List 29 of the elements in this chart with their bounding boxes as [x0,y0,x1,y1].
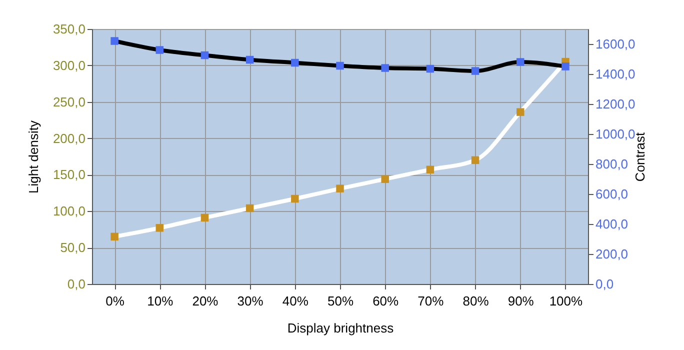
y-axis-title: Light density [26,120,41,194]
x-tick-label: 10% [147,294,174,308]
y2-tick-label: 1600,0 [596,36,636,52]
x-tick-label: 60% [372,294,400,308]
y2-tick-label: 600,0 [596,186,628,202]
x-tick-label: 70% [418,294,444,308]
y-tick-label: 300,0 [52,58,86,73]
y-tick-label: 250,0 [52,94,86,110]
y2-tick-label: 1400,0 [596,66,636,82]
x-tick-label: 80% [462,294,490,308]
y-tick-label: 0,0 [67,276,86,292]
y2-tick-label: 400,0 [596,216,628,232]
x-axis-title: Display brightness [287,320,394,336]
y-tick-label: 100,0 [52,204,86,219]
x-tick-label: 20% [192,294,219,308]
y2-tick-label: 200,0 [596,246,628,262]
x-tick-label: 0% [106,294,125,308]
y-tick-label: 150,0 [52,167,86,182]
y2-tick-label: 1200,0 [596,96,636,112]
x-tick-label: 100% [549,294,584,308]
x-tick-label: 50% [327,294,354,308]
y-tick-label: 350,0 [52,22,86,36]
x-tick-label: 40% [282,294,309,308]
y2-tick-label: 800,0 [596,156,628,172]
x-tick-label: 90% [508,294,534,308]
y2-tick-label: 0,0 [596,276,614,292]
y-tick-label: 200,0 [52,130,86,146]
y-tick-label: 50,0 [60,240,86,256]
x-tick-label: 30% [237,294,264,308]
